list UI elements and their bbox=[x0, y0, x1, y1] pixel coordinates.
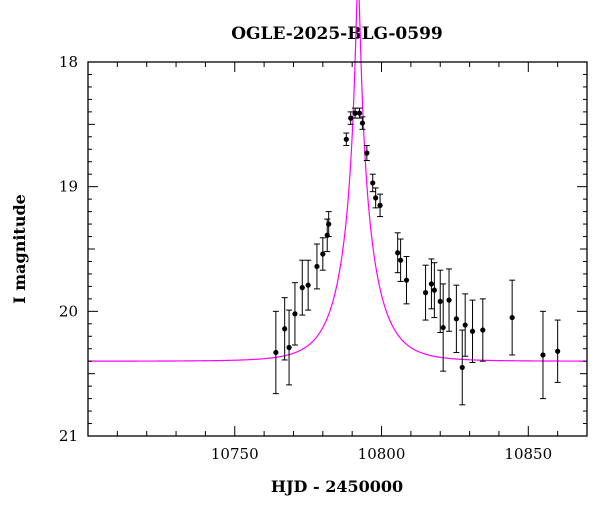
data-marker bbox=[480, 327, 486, 333]
data-point bbox=[509, 279, 516, 356]
data-point bbox=[453, 284, 460, 353]
data-point bbox=[469, 299, 476, 363]
data-point bbox=[291, 282, 298, 346]
x-tick-label: 10800 bbox=[358, 445, 406, 463]
data-point bbox=[422, 264, 429, 321]
data-point bbox=[313, 243, 320, 290]
data-marker bbox=[326, 221, 332, 227]
data-marker bbox=[437, 298, 443, 304]
data-marker bbox=[364, 150, 370, 156]
data-point bbox=[428, 258, 435, 310]
data-point bbox=[554, 319, 561, 383]
data-point bbox=[462, 293, 469, 357]
plot-area bbox=[88, 0, 587, 406]
data-marker bbox=[352, 110, 358, 116]
data-point bbox=[431, 262, 438, 319]
data-marker bbox=[286, 344, 292, 351]
data-point bbox=[347, 111, 354, 125]
data-marker bbox=[428, 281, 435, 287]
data-marker bbox=[373, 195, 379, 201]
data-marker bbox=[282, 326, 288, 332]
y-axis-label: I magnitude bbox=[10, 194, 29, 304]
data-marker bbox=[273, 349, 279, 356]
data-marker bbox=[305, 282, 311, 288]
data-marker bbox=[403, 277, 410, 283]
x-tick-label: 10750 bbox=[211, 445, 259, 463]
data-point bbox=[403, 255, 410, 305]
x-axis-label: HJD - 2450000 bbox=[271, 477, 403, 496]
data-marker bbox=[398, 257, 404, 263]
data-marker bbox=[395, 250, 401, 256]
data-point bbox=[325, 211, 332, 238]
y-tick-label: 20 bbox=[59, 302, 78, 320]
data-point bbox=[281, 297, 288, 361]
data-marker bbox=[459, 364, 465, 371]
data-marker bbox=[359, 120, 366, 126]
data-point bbox=[369, 173, 376, 193]
data-marker bbox=[453, 316, 459, 322]
data-point bbox=[437, 269, 444, 334]
data-marker bbox=[440, 324, 446, 331]
data-point bbox=[286, 309, 293, 386]
axis-ticks bbox=[88, 61, 587, 437]
data-marker bbox=[377, 202, 383, 208]
data-marker bbox=[431, 287, 437, 293]
data-marker bbox=[370, 180, 376, 186]
data-marker bbox=[509, 314, 515, 321]
data-marker bbox=[446, 297, 452, 303]
data-point bbox=[539, 310, 546, 400]
data-point bbox=[305, 259, 312, 311]
data-point bbox=[272, 310, 279, 395]
data-marker bbox=[348, 115, 354, 121]
data-point bbox=[397, 238, 404, 282]
data-marker bbox=[314, 263, 320, 270]
data-marker bbox=[343, 136, 349, 142]
data-point bbox=[343, 132, 350, 147]
data-point bbox=[377, 193, 384, 218]
data-point bbox=[372, 187, 379, 209]
data-marker bbox=[292, 311, 298, 317]
x-tick-labels: 10750 10800 10850 bbox=[211, 445, 552, 463]
data-point bbox=[446, 268, 453, 332]
data-point bbox=[479, 298, 486, 362]
data-point bbox=[319, 237, 326, 271]
data-marker bbox=[422, 290, 429, 296]
data-point bbox=[440, 283, 447, 372]
data-point bbox=[299, 259, 306, 316]
plot-frame bbox=[87, 61, 588, 437]
data-marker bbox=[299, 285, 305, 291]
data-point bbox=[363, 145, 370, 161]
data-point bbox=[359, 116, 366, 130]
y-tick-label: 21 bbox=[59, 427, 78, 445]
data-marker bbox=[462, 322, 468, 328]
data-marker bbox=[356, 110, 363, 116]
data-marker bbox=[555, 348, 561, 354]
data-marker bbox=[540, 352, 546, 358]
data-marker bbox=[320, 251, 326, 257]
y-tick-label: 19 bbox=[59, 178, 78, 196]
data-point bbox=[459, 329, 466, 406]
model-curve bbox=[88, 0, 587, 362]
data-marker bbox=[469, 328, 476, 334]
y-tick-labels: 18 19 20 21 bbox=[59, 53, 78, 445]
x-tick-label: 10850 bbox=[504, 445, 552, 463]
chart-title: OGLE-2025-BLG-0599 bbox=[231, 24, 443, 44]
y-tick-label: 18 bbox=[59, 53, 78, 71]
